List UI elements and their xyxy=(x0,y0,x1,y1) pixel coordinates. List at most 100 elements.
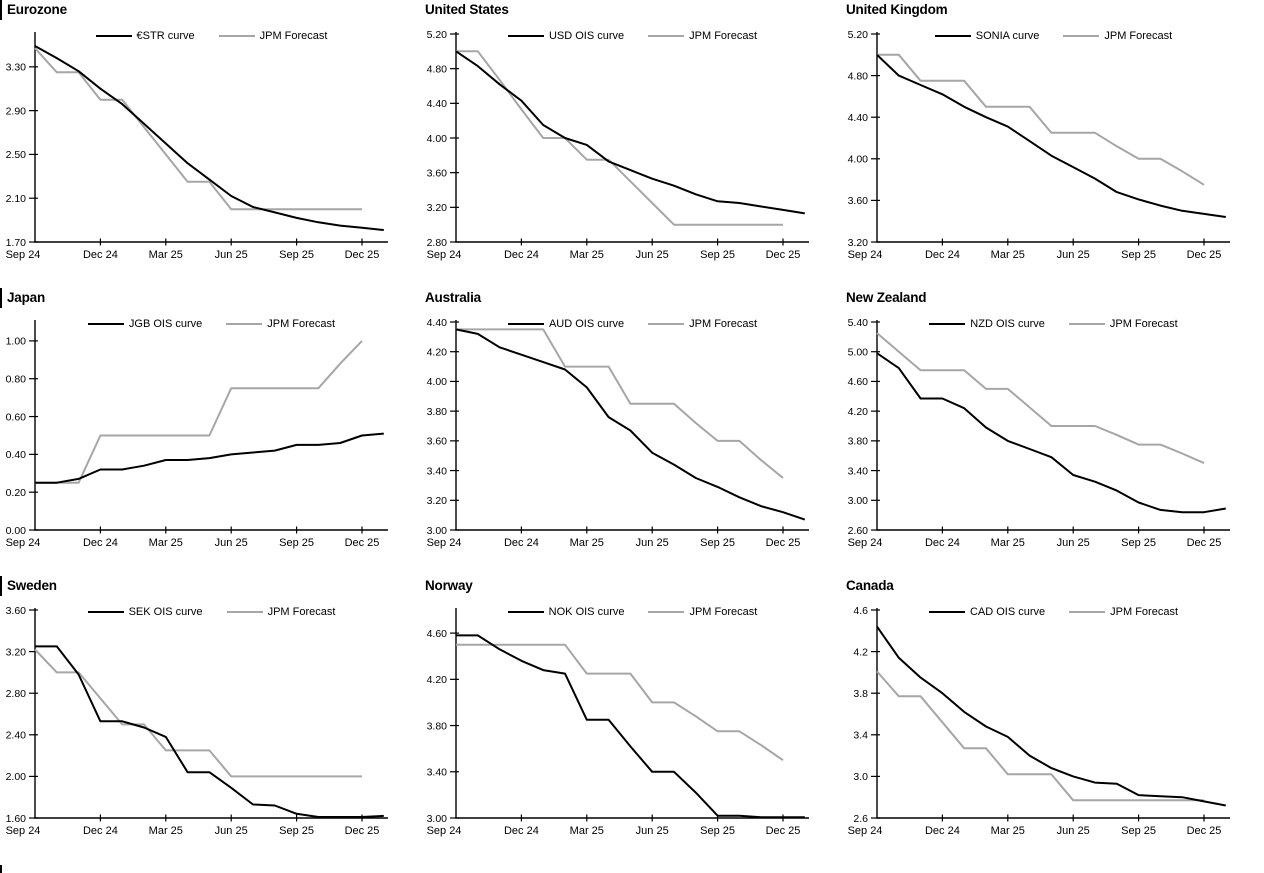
y-tick-label: 3.0 xyxy=(853,771,868,783)
x-tick-label: Dec 25 xyxy=(345,249,380,261)
legend-item: JPM Forecast xyxy=(218,30,328,42)
x-tick-label: Jun 25 xyxy=(636,249,669,261)
legend-line-swatch xyxy=(648,323,685,325)
legend-label: €STR curve xyxy=(136,30,195,42)
y-tick-label: 3.80 xyxy=(427,720,448,732)
x-tick-label: Sep 25 xyxy=(279,537,314,549)
y-tick-label: 4.20 xyxy=(427,674,448,686)
series-line-curve xyxy=(455,328,806,521)
y-tick-label: 2.6 xyxy=(853,813,868,825)
y-tick-label: 3.00 xyxy=(427,525,448,537)
legend-line-swatch xyxy=(95,35,132,37)
x-tick-label: Dec 25 xyxy=(766,825,801,837)
section-marker xyxy=(0,288,2,308)
legend-item: JPM Forecast xyxy=(1063,30,1172,42)
legend-label: JPM Forecast xyxy=(689,30,758,42)
chart-legend: AUD OIS curve JPM Forecast xyxy=(456,318,809,330)
legend-label: JPM Forecast xyxy=(267,318,336,330)
x-tick-label: Dec 24 xyxy=(925,825,960,837)
x-tick-label: Sep 24 xyxy=(848,249,883,261)
series-line-curve xyxy=(876,626,1226,807)
legend-line-swatch xyxy=(648,611,685,613)
x-tick-label: Jun 25 xyxy=(636,537,669,549)
y-tick-label: 2.10 xyxy=(6,193,27,205)
y-tick-label: 0.60 xyxy=(6,411,27,423)
x-tick-label: Dec 24 xyxy=(504,825,539,837)
legend-label: JPM Forecast xyxy=(1104,30,1173,42)
x-tick-label: Sep 24 xyxy=(427,249,462,261)
legend-item: USD OIS curve xyxy=(507,30,624,42)
series-line-forecast xyxy=(456,643,784,762)
x-tick-label: Dec 25 xyxy=(1187,249,1222,261)
legend-line-swatch xyxy=(87,611,124,613)
series-line-curve xyxy=(876,54,1226,218)
x-tick-label: Sep 25 xyxy=(279,825,314,837)
series-line-curve xyxy=(876,352,1226,514)
legend-item: JPM Forecast xyxy=(226,318,335,330)
x-tick-label: Sep 24 xyxy=(427,537,462,549)
legend-line-swatch xyxy=(226,611,263,613)
chart-legend: €STR curve JPM Forecast xyxy=(35,30,388,42)
x-tick-label: Dec 25 xyxy=(345,825,380,837)
chart-cell-norway: Norway NOK OIS curve JPM Forecast 3.00 3.… xyxy=(421,576,842,873)
chart-legend: NOK OIS curve JPM Forecast xyxy=(456,606,809,618)
y-tick-label: 3.40 xyxy=(848,465,869,477)
x-tick-label: Mar 25 xyxy=(991,537,1025,549)
y-tick-label: 3.80 xyxy=(848,436,869,448)
y-tick-label: 1.70 xyxy=(6,237,27,249)
y-tick-label: 4.00 xyxy=(427,376,448,388)
y-tick-label: 1.00 xyxy=(6,336,27,348)
x-tick-label: Dec 24 xyxy=(83,825,118,837)
legend-line-swatch xyxy=(1063,35,1100,37)
chart-title: Norway xyxy=(425,578,473,593)
x-tick-label: Jun 25 xyxy=(215,825,248,837)
chart-cell-japan: Japan JGB OIS curve JPM Forecast 0.00 0.2… xyxy=(0,288,421,576)
chart-title: New Zealand xyxy=(846,290,927,305)
x-tick-label: Dec 24 xyxy=(925,537,960,549)
x-tick-label: Mar 25 xyxy=(149,825,183,837)
y-tick-label: 3.4 xyxy=(853,730,868,742)
chart-cell-united-states: United States USD OIS curve JPM Forecast… xyxy=(421,0,842,288)
y-tick-label: 2.80 xyxy=(6,688,27,700)
legend-label: JPM Forecast xyxy=(1110,606,1179,618)
legend-label: JPM Forecast xyxy=(689,606,758,618)
y-tick-label: 3.20 xyxy=(6,646,27,658)
y-tick-label: 4.00 xyxy=(848,154,869,166)
series-line-curve xyxy=(456,634,805,819)
legend-line-swatch xyxy=(87,323,124,325)
legend-label: JPM Forecast xyxy=(1109,318,1178,330)
series-line-forecast xyxy=(34,648,362,778)
y-tick-label: 4.2 xyxy=(853,646,868,658)
chart-legend: SONIA curve JPM Forecast xyxy=(877,30,1230,42)
legend-line-swatch xyxy=(648,35,685,37)
legend-label: SEK OIS curve xyxy=(128,606,203,618)
x-tick-label: Mar 25 xyxy=(991,249,1025,261)
y-tick-label: 3.40 xyxy=(427,465,448,477)
x-tick-label: Dec 25 xyxy=(1187,825,1222,837)
y-tick-label: 3.80 xyxy=(427,406,448,418)
x-tick-label: Dec 25 xyxy=(766,249,801,261)
x-tick-label: Sep 25 xyxy=(700,537,735,549)
y-tick-label: 4.40 xyxy=(427,98,448,110)
legend-label: JPM Forecast xyxy=(259,30,328,42)
y-tick-label: 4.6 xyxy=(853,605,868,617)
legend-line-swatch xyxy=(507,611,544,613)
legend-label: NOK OIS curve xyxy=(548,606,625,618)
x-tick-label: Dec 24 xyxy=(83,537,118,549)
chart-title: United Kingdom xyxy=(846,2,948,17)
x-tick-label: Jun 25 xyxy=(215,249,248,261)
series-line-forecast xyxy=(876,332,1205,465)
x-tick-label: Sep 24 xyxy=(6,249,41,261)
x-tick-label: Dec 24 xyxy=(925,249,960,261)
legend-label: JPM Forecast xyxy=(267,606,336,618)
y-tick-label: 4.00 xyxy=(427,133,448,145)
y-tick-label: 1.60 xyxy=(6,813,27,825)
legend-item: JPM Forecast xyxy=(1068,318,1178,330)
chart-plot: 1.60 2.00 2.40 2.80 3.20 3.60 Sep 24 Dec 24 Mar … xyxy=(6,605,388,837)
legend-item: SONIA curve xyxy=(934,30,1039,42)
legend-item: €STR curve xyxy=(95,30,195,42)
y-tick-label: 2.50 xyxy=(6,149,27,161)
y-tick-label: 4.80 xyxy=(427,63,448,75)
y-tick-label: 3.30 xyxy=(6,62,27,74)
legend-label: JPM Forecast xyxy=(689,318,758,330)
